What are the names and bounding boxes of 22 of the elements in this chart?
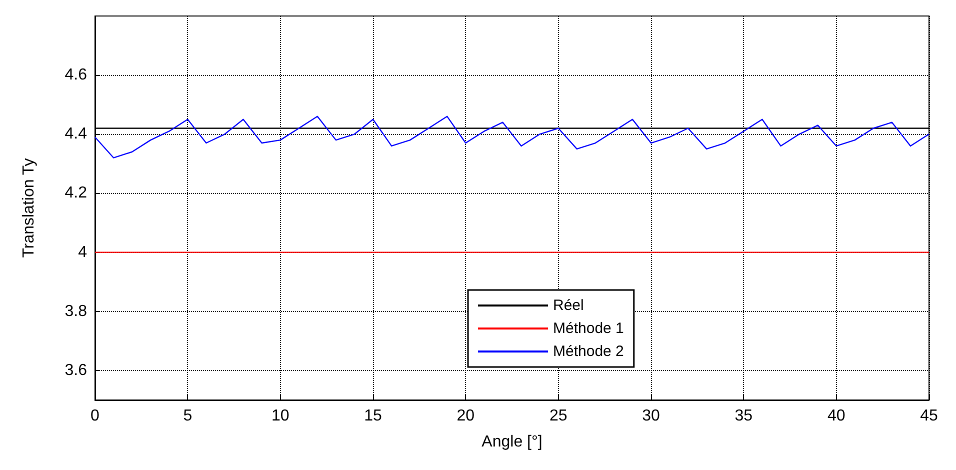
y-tick-label: 3.8 [64,302,88,320]
y-axis-title: Translation Ty [20,158,38,258]
line-series [94,116,930,158]
y-tick-label: 3.6 [64,362,88,379]
x-tick-label: 45 [920,408,938,424]
x-tick-label: 0 [90,408,100,424]
legend-label: Méthode 1 [553,320,624,337]
legend-label: Réel [553,297,584,314]
x-tick-label: 15 [364,408,382,424]
x-tick-label: 40 [827,408,846,424]
x-tick-label: 30 [642,408,660,424]
y-tick-label: 4.2 [64,184,88,202]
y-tick-label: 4 [78,244,88,261]
x-tick-label: 20 [456,408,475,424]
x-tick-label: 25 [549,408,568,424]
y-tick-label: 4.6 [64,66,88,84]
x-tick-label: 5 [183,408,192,424]
x-axis-title: Angle [°] [482,434,542,450]
x-tick-label: 35 [734,408,753,424]
x-tick-label: 10 [271,408,290,424]
y-tick-label: 4.4 [64,126,88,143]
legend-label: Méthode 2 [553,343,624,360]
